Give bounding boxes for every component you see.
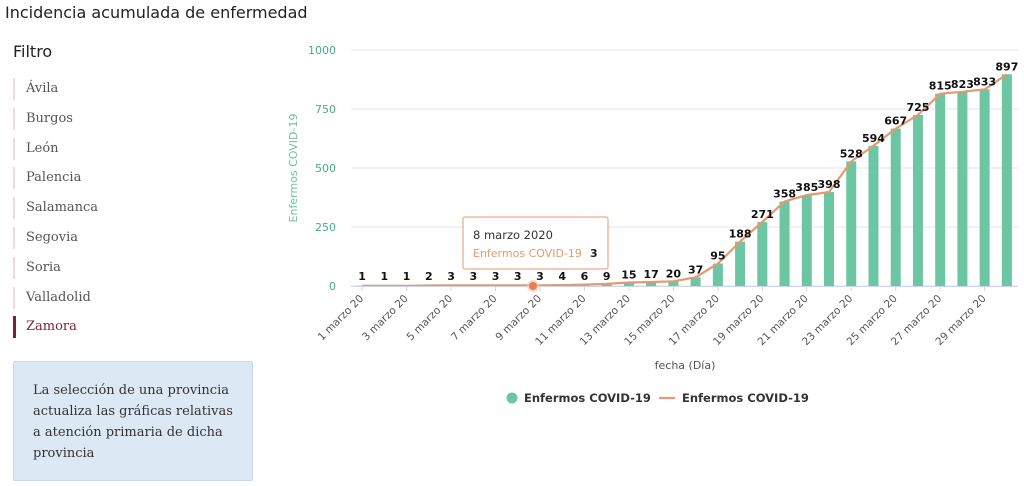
bar[interactable] — [846, 161, 857, 286]
province-item[interactable]: Ávila — [13, 78, 253, 100]
data-label: 3 — [447, 270, 455, 283]
legend-item-bar[interactable]: Enfermos COVID-19 — [506, 391, 651, 405]
bar[interactable] — [890, 128, 901, 286]
data-label: 95 — [710, 250, 725, 263]
filter-title: Filtro — [13, 42, 53, 61]
data-label: 17 — [643, 268, 658, 281]
y-tick-label: 1000 — [308, 44, 336, 57]
tooltip-box — [462, 216, 609, 270]
bar[interactable] — [1001, 74, 1012, 286]
tooltip-series: Enfermos COVID-19 — [473, 247, 582, 260]
data-label: 2 — [425, 270, 433, 283]
bar-series — [357, 74, 1012, 287]
bar[interactable] — [912, 114, 923, 287]
data-label: 398 — [818, 178, 841, 191]
data-label: 4 — [558, 270, 566, 283]
data-label: 3 — [536, 270, 544, 283]
bar[interactable] — [979, 89, 990, 286]
hover-point — [529, 282, 537, 290]
tooltip: 8 marzo 2020 Enfermos COVID-19 3 — [462, 216, 609, 292]
bar[interactable] — [623, 282, 634, 286]
data-label: 725 — [906, 101, 929, 114]
data-label: 815 — [929, 80, 952, 93]
data-label: 20 — [666, 267, 682, 280]
legend: Enfermos COVID-19 Enfermos COVID-19 — [506, 391, 809, 405]
data-label: 833 — [973, 75, 996, 88]
info-text: La selección de una provincia actualiza … — [33, 383, 233, 461]
province-item[interactable]: Zamora — [13, 316, 253, 339]
data-label: 3 — [492, 270, 500, 283]
data-label: 1 — [358, 270, 366, 283]
province-item[interactable]: Burgos — [13, 107, 253, 130]
data-label: 385 — [795, 181, 818, 194]
y-tick-label: 0 — [329, 280, 336, 293]
data-label: 3 — [469, 270, 477, 283]
data-label: 3 — [514, 270, 522, 283]
data-label: 15 — [621, 268, 636, 281]
bar[interactable] — [690, 277, 701, 286]
province-item[interactable]: Palencia — [13, 167, 253, 190]
province-list: Ávila Burgos León Palencia Salamanca Segovia S… — [13, 78, 253, 346]
data-label: 667 — [884, 115, 907, 128]
data-label: 358 — [773, 188, 796, 201]
y-axis-label: Enfermos COVID-19 — [287, 114, 300, 223]
data-label: 1 — [403, 270, 411, 283]
data-label: 9 — [603, 270, 611, 283]
bar[interactable] — [957, 91, 968, 286]
y-tick-label: 250 — [315, 221, 336, 234]
line-series — [362, 73, 1008, 287]
province-item[interactable]: Valladolid — [13, 286, 253, 309]
data-labels: 1 1 1 2 3 3 3 3 3 4 6 9 15 17 20 37 95 188 271 358 385 398 528… — [358, 60, 1018, 283]
province-item[interactable]: Soria — [13, 256, 253, 279]
legend-item-line[interactable]: Enfermos COVID-19 — [659, 391, 809, 405]
data-label: 37 — [688, 263, 703, 276]
province-item[interactable]: Salamanca — [13, 197, 253, 220]
info-box: La selección de una provincia actualiza … — [13, 361, 253, 481]
data-label: 594 — [862, 132, 885, 145]
bar[interactable] — [668, 281, 679, 286]
tooltip-value: 3 — [590, 247, 598, 260]
y-tick-label: 750 — [315, 103, 336, 116]
y-axis: 0 250 500 750 1000 — [308, 44, 336, 293]
x-tick-label: 5 marzo 20 — [405, 293, 456, 344]
x-tick-label: 7 marzo 20 — [449, 293, 500, 344]
province-item[interactable]: León — [13, 137, 253, 160]
bar[interactable] — [935, 93, 946, 286]
legend-label: Enfermos COVID-19 — [682, 391, 809, 405]
legend-label: Enfermos COVID-19 — [524, 391, 651, 405]
data-label: 897 — [995, 60, 1018, 73]
bar[interactable] — [779, 201, 790, 286]
bar[interactable] — [824, 192, 835, 286]
tooltip-date: 8 marzo 2020 — [473, 228, 553, 242]
bar[interactable] — [868, 145, 879, 286]
data-label: 1 — [381, 270, 389, 283]
data-label: 271 — [751, 208, 774, 221]
x-tick-label: 1 marzo 20 — [316, 293, 367, 344]
bar[interactable] — [801, 195, 812, 286]
bar[interactable] — [757, 222, 768, 286]
y-tick-label: 500 — [315, 162, 336, 175]
x-axis-label: fecha (Día) — [655, 359, 716, 372]
bar[interactable] — [646, 281, 657, 286]
bar[interactable] — [735, 241, 746, 286]
data-label: 823 — [951, 78, 974, 91]
data-label: 6 — [581, 270, 589, 283]
data-label: 528 — [840, 147, 863, 160]
x-axis: 1 marzo 203 marzo 205 marzo 207 marzo 20… — [316, 286, 1018, 348]
bar[interactable] — [712, 263, 723, 286]
province-item[interactable]: Segovia — [13, 226, 253, 249]
data-label: 188 — [729, 228, 752, 241]
x-tick-label: 3 marzo 20 — [360, 293, 411, 344]
page-title: Incidencia acumulada de enfermedad — [5, 3, 308, 22]
legend-bar-marker — [506, 392, 518, 404]
